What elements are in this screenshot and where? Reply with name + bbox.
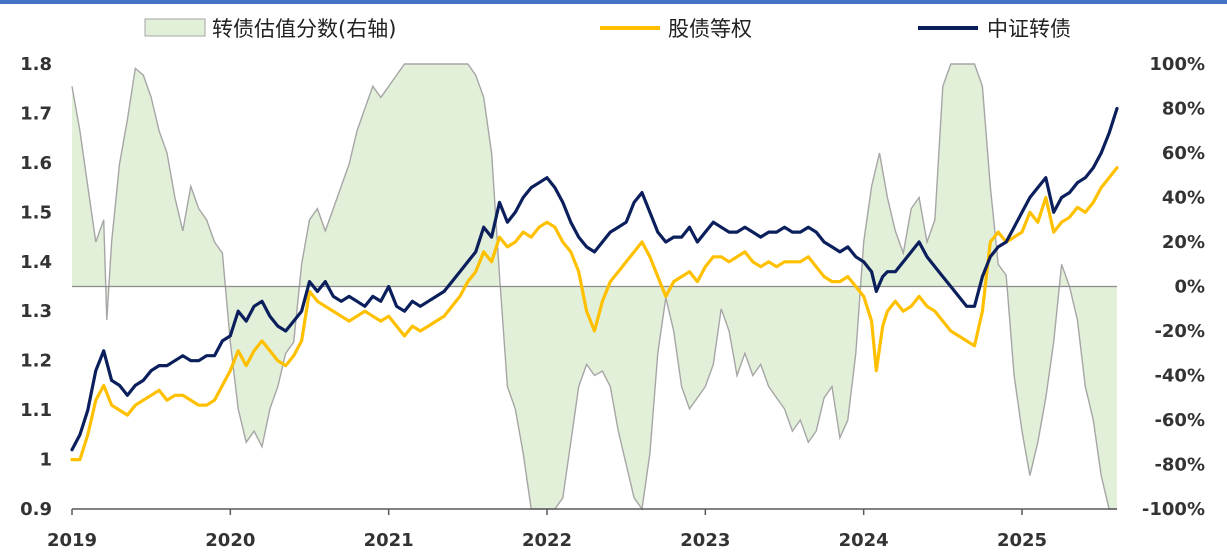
top-accent-bar [0,0,1227,4]
y-right-tick-label: 60% [1162,143,1205,164]
y-right-tick-label: 80% [1162,99,1205,120]
y-right-tick-label: -80% [1154,455,1205,476]
series-equity-line [70,166,1119,462]
legend-swatch-valuation [144,18,206,37]
y-right-tick-label: -20% [1154,321,1205,342]
series-csi-line [70,106,1119,452]
x-tick-label: 2021 [364,530,414,551]
y-left-tick-label: 1.2 [20,351,52,372]
y-left-tick-label: 1 [39,450,52,471]
axes-layer: 2019 2020 2021 2022 2023 2024 2025 0.9 1 1.1 1.2 1.… [20,54,1205,551]
valuation-area-layer [71,63,1117,511]
y-left-tick-label: 1.1 [20,400,52,421]
x-tick-label: 2023 [680,530,730,551]
legend-label-equity: 股债等权 [668,17,752,41]
y-left-tick-label: 0.9 [20,499,52,520]
y-right-tick-label: 40% [1162,188,1205,209]
y-right-tick-label: -60% [1154,410,1205,431]
series-valuation-outline [71,63,1117,511]
x-tick-label: 2025 [997,530,1047,551]
y-right-tick-label: 100% [1149,54,1205,75]
legend-label-valuation: 转债估值分数(右轴) [212,17,396,41]
y-left-tick-label: 1.8 [20,54,52,75]
y-left-tick-label: 1.3 [20,301,52,322]
y-left-tick-label: 1.4 [20,252,52,273]
x-tick-label: 2019 [47,530,97,551]
y-left-tick-label: 1.7 [20,103,52,124]
y-left-tick-label: 1.6 [20,153,52,174]
legend: 转债估值分数(右轴) 股债等权 中证转债 [144,17,1071,41]
legend-label-csi: 中证转债 [987,17,1071,41]
y-right-tick-label: -100% [1142,499,1205,520]
x-tick-label: 2020 [205,530,255,551]
y-left-tick-label: 1.5 [20,202,52,223]
y-right-tick-label: 0% [1174,277,1205,298]
line-series-layer [70,106,1119,462]
y-right-tick-label: 20% [1162,232,1205,253]
y-right-tick-label: -40% [1154,366,1205,387]
x-tick-label: 2022 [522,530,572,551]
x-tick-label: 2024 [839,530,889,551]
